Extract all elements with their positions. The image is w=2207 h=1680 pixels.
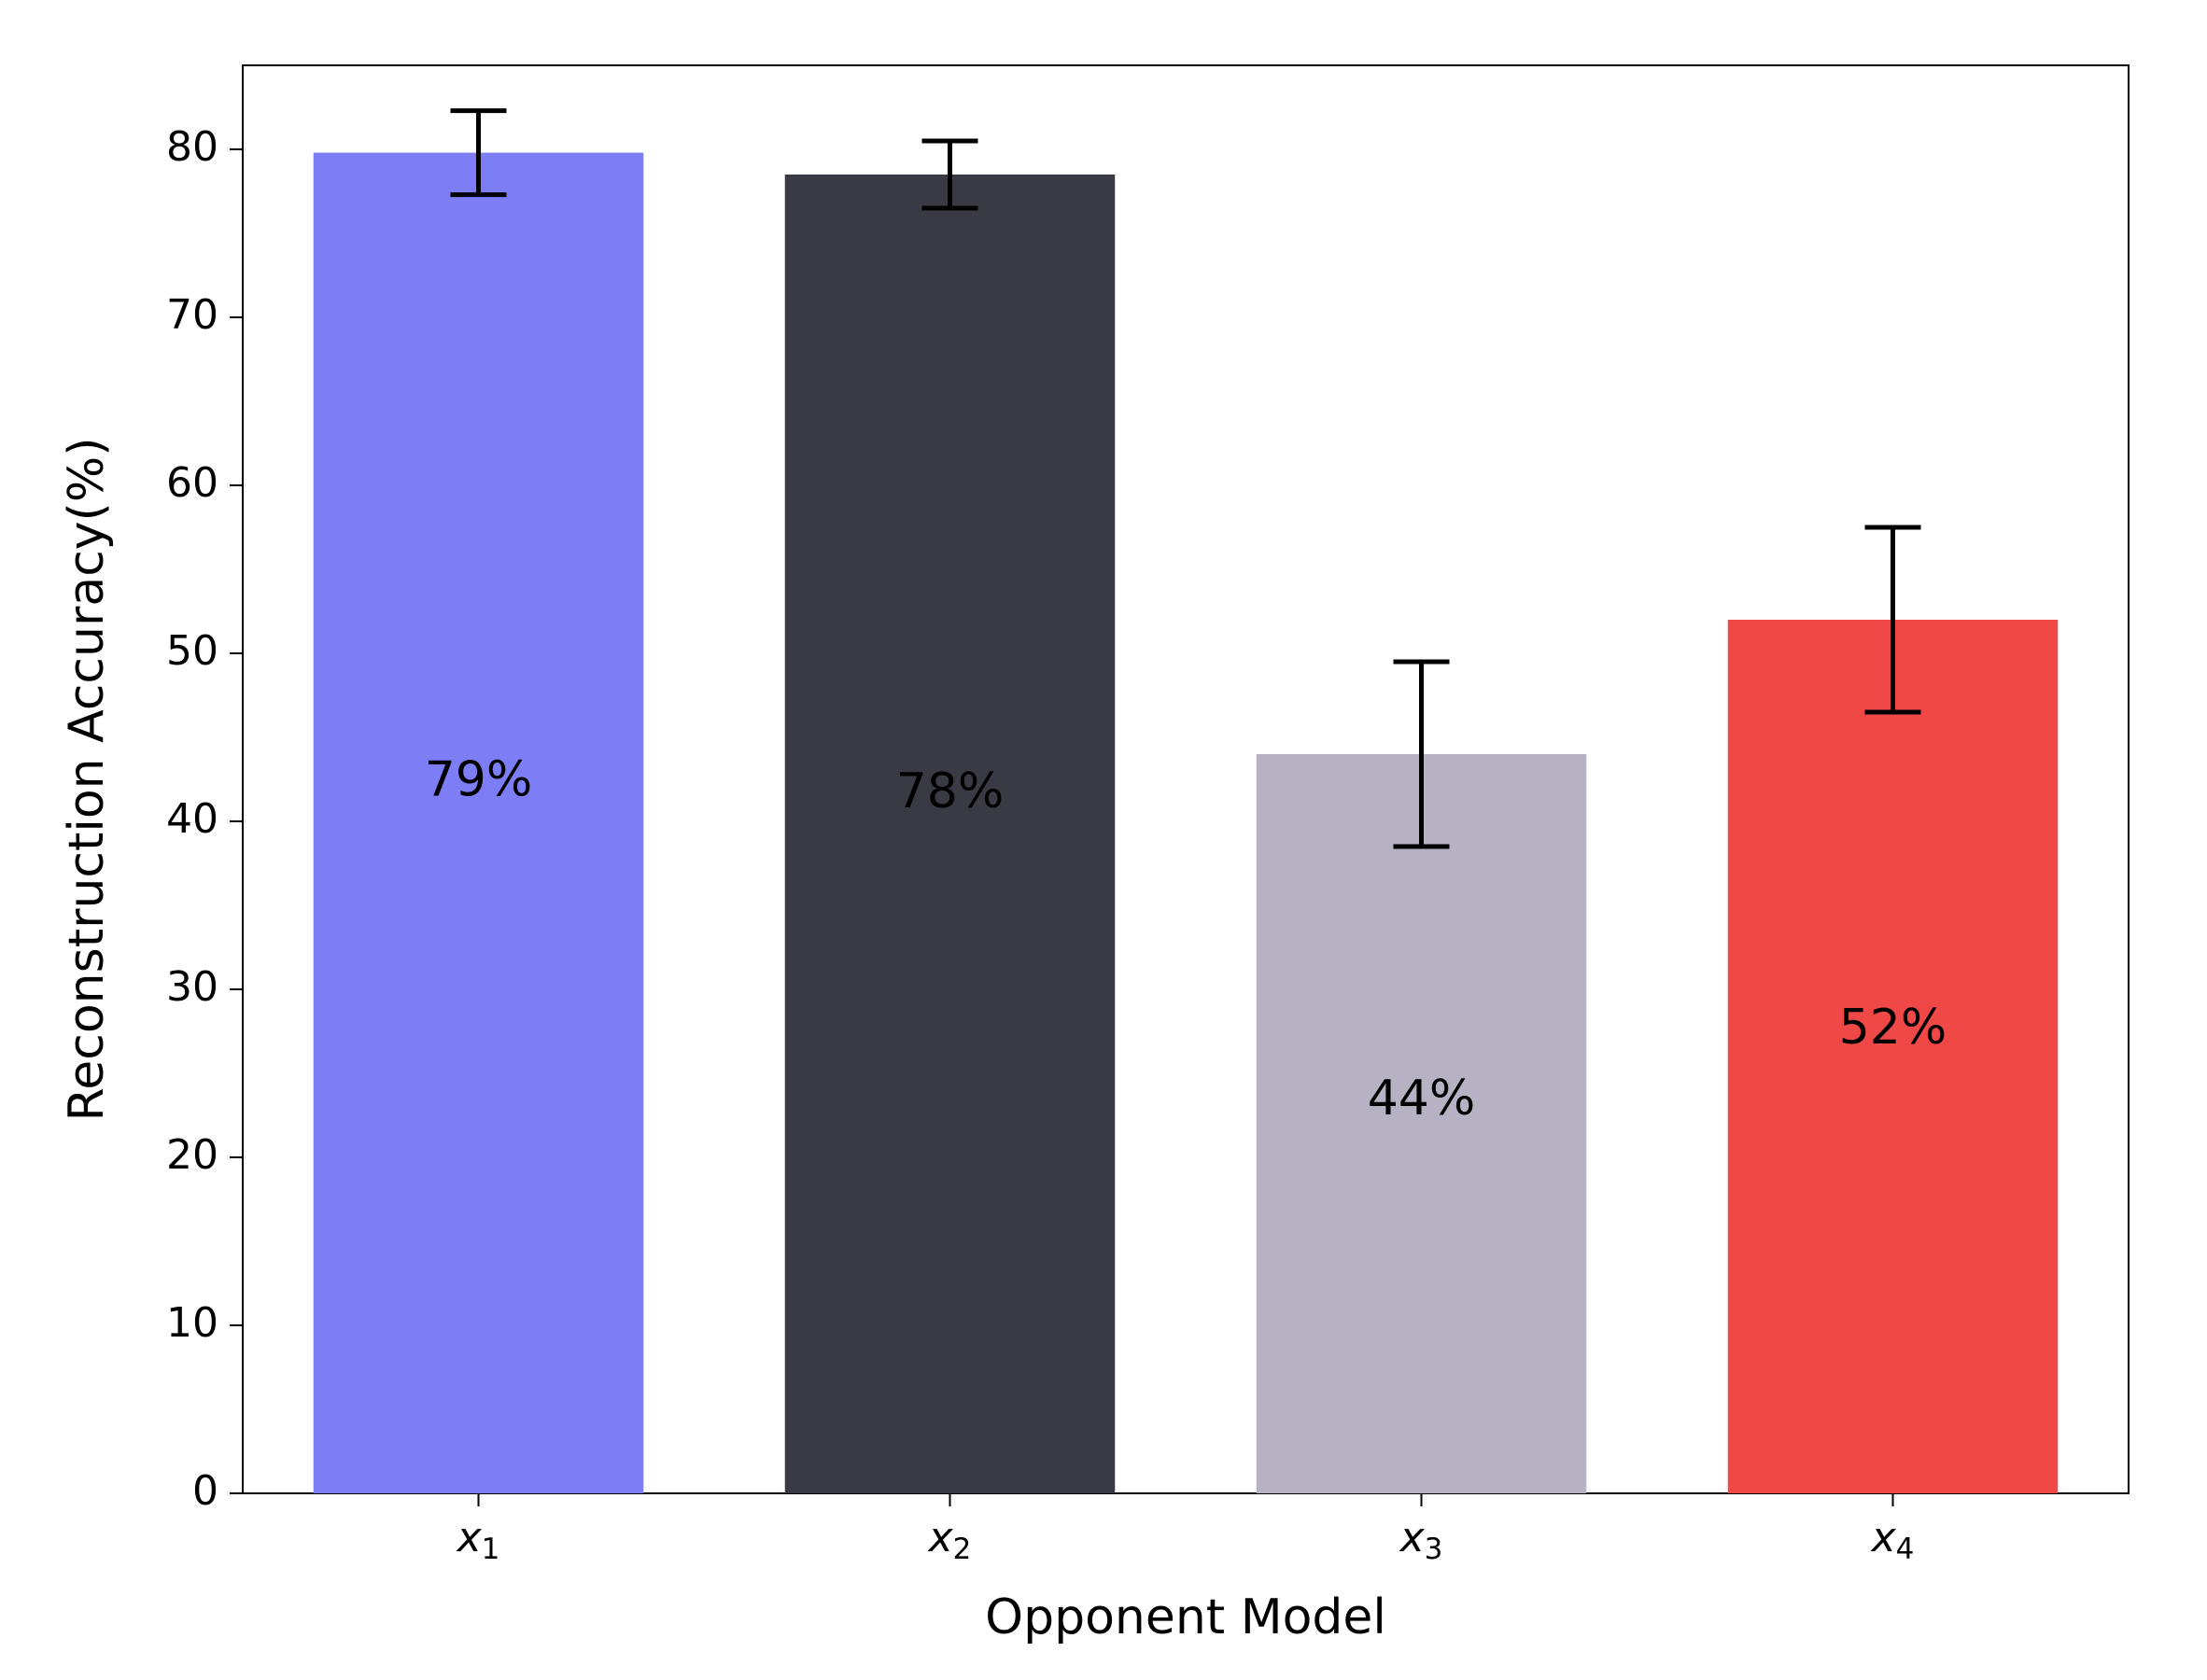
- bar-value-label: 44%: [1368, 1071, 1476, 1127]
- ytick-label: 70: [166, 291, 218, 339]
- ytick-label: 20: [166, 1131, 218, 1179]
- ytick-label: 10: [166, 1299, 218, 1347]
- y-axis-label: Reconstruction Accuracy(%): [59, 437, 115, 1121]
- bar-value-label: 78%: [896, 763, 1005, 819]
- bar: [785, 175, 1116, 1493]
- ytick-label: 30: [166, 963, 218, 1011]
- ytick-label: 0: [192, 1467, 218, 1515]
- bar-chart: 0 10 20 30 40 50 60 70 80 Reconstruction Accuracy…: [0, 0, 2207, 1680]
- ytick-label: 40: [166, 795, 218, 843]
- bar-value-label: 52%: [1839, 1000, 1947, 1056]
- ytick-label: 80: [166, 123, 218, 171]
- ytick-label: 50: [166, 627, 218, 675]
- bar-value-label: 79%: [425, 752, 533, 808]
- ytick-label: 60: [166, 459, 218, 507]
- x-axis-label: Opponent Model: [985, 1589, 1386, 1645]
- bar: [1728, 620, 2059, 1493]
- bar: [314, 153, 644, 1493]
